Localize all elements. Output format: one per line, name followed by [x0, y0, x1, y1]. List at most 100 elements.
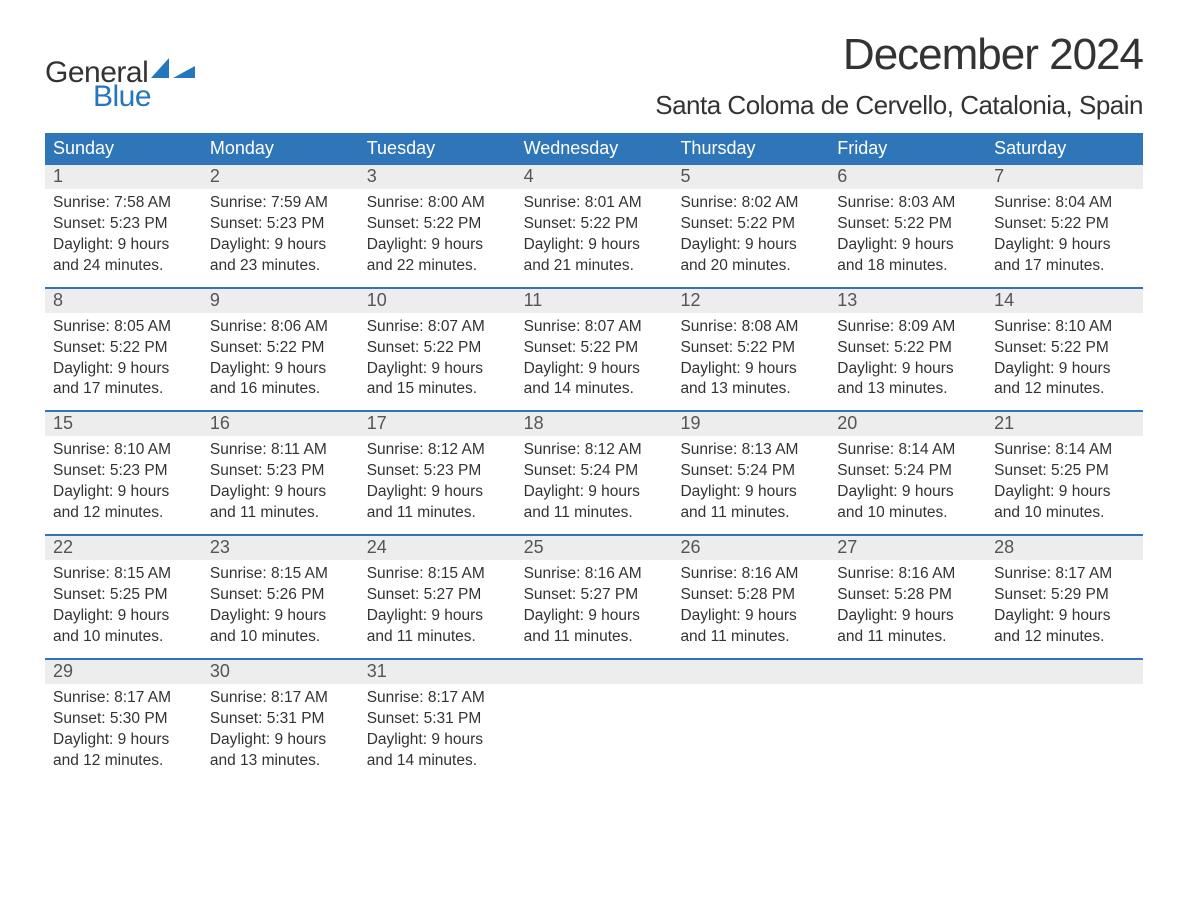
sunset-line: Sunset: 5:22 PM [994, 338, 1135, 359]
sunrise-line: Sunrise: 8:13 AM [680, 440, 821, 461]
sunset-line: Sunset: 5:31 PM [210, 709, 351, 730]
sunrise-line: Sunrise: 8:15 AM [210, 564, 351, 585]
day-body: Sunrise: 8:00 AMSunset: 5:22 PMDaylight:… [359, 189, 516, 287]
sunset-line: Sunset: 5:24 PM [837, 461, 978, 482]
day-number: 18 [516, 412, 673, 436]
day-cell: 29Sunrise: 8:17 AMSunset: 5:30 PMDayligh… [45, 660, 202, 782]
daylight-line-2: and 12 minutes. [994, 627, 1135, 648]
day-cell: 7Sunrise: 8:04 AMSunset: 5:22 PMDaylight… [986, 165, 1143, 287]
daylight-line-1: Daylight: 9 hours [367, 235, 508, 256]
daylight-line-2: and 13 minutes. [837, 379, 978, 400]
day-cell: 26Sunrise: 8:16 AMSunset: 5:28 PMDayligh… [672, 536, 829, 658]
day-header-thu: Thursday [672, 133, 829, 165]
sunset-line: Sunset: 5:29 PM [994, 585, 1135, 606]
day-header-row: Sunday Monday Tuesday Wednesday Thursday… [45, 133, 1143, 165]
day-body: Sunrise: 8:06 AMSunset: 5:22 PMDaylight:… [202, 313, 359, 411]
daylight-line-2: and 14 minutes. [524, 379, 665, 400]
sunset-line: Sunset: 5:22 PM [367, 214, 508, 235]
daylight-line-1: Daylight: 9 hours [524, 482, 665, 503]
sunrise-line: Sunrise: 8:17 AM [367, 688, 508, 709]
sunrise-line: Sunrise: 8:16 AM [837, 564, 978, 585]
sunset-line: Sunset: 5:23 PM [367, 461, 508, 482]
day-body: Sunrise: 8:10 AMSunset: 5:22 PMDaylight:… [986, 313, 1143, 411]
daylight-line-2: and 12 minutes. [994, 379, 1135, 400]
week-row: 1Sunrise: 7:58 AMSunset: 5:23 PMDaylight… [45, 165, 1143, 287]
day-number: 12 [672, 289, 829, 313]
sunrise-line: Sunrise: 8:00 AM [367, 193, 508, 214]
sunrise-line: Sunrise: 8:09 AM [837, 317, 978, 338]
day-number: 21 [986, 412, 1143, 436]
page-header: General Blue December 2024 Santa Coloma … [45, 30, 1143, 121]
daylight-line-2: and 11 minutes. [524, 503, 665, 524]
day-cell: 22 Sunrise: 8:15 AMSunset: 5:25 PMDayligh… [45, 536, 202, 658]
daylight-line-2: and 22 minutes. [367, 256, 508, 277]
day-header-sun: Sunday [45, 133, 202, 165]
daylight-line-2: and 10 minutes. [994, 503, 1135, 524]
sunset-line: Sunset: 5:27 PM [524, 585, 665, 606]
day-body: Sunrise: 8:17 AMSunset: 5:31 PMDaylight:… [359, 684, 516, 782]
day-number: 20 [829, 412, 986, 436]
sunset-line: Sunset: 5:27 PM [367, 585, 508, 606]
week-row: 22Sunrise: 8:15 AMSunset: 5:25 PMDayligh… [45, 534, 1143, 658]
day-number: 3 [359, 165, 516, 189]
day-body: Sunrise: 8:09 AMSunset: 5:22 PMDaylight:… [829, 313, 986, 411]
daylight-line-1: Daylight: 9 hours [837, 482, 978, 503]
daylight-line-1: Daylight: 9 hours [524, 235, 665, 256]
day-body: Sunrise: 8:02 AMSunset: 5:22 PMDaylight:… [672, 189, 829, 287]
daylight-line-1: Daylight: 9 hours [53, 730, 194, 751]
day-cell: 14Sunrise: 8:10 AMSunset: 5:22 PMDayligh… [986, 289, 1143, 411]
sunrise-line: Sunrise: 8:15 AM [53, 564, 194, 585]
day-cell: 12Sunrise: 8:08 AMSunset: 5:22 PMDayligh… [672, 289, 829, 411]
daylight-line-2: and 11 minutes. [837, 627, 978, 648]
sunset-line: Sunset: 5:25 PM [53, 585, 194, 606]
day-cell: 25Sunrise: 8:16 AMSunset: 5:27 PMDayligh… [516, 536, 673, 658]
day-cell: 13Sunrise: 8:09 AMSunset: 5:22 PMDayligh… [829, 289, 986, 411]
sunrise-line: Sunrise: 8:14 AM [994, 440, 1135, 461]
daylight-line-1: Daylight: 9 hours [53, 235, 194, 256]
daylight-line-2: and 17 minutes. [994, 256, 1135, 277]
sunrise-line: Sunrise: 8:04 AM [994, 193, 1135, 214]
day-number: 25 [516, 536, 673, 560]
sunset-line: Sunset: 5:22 PM [994, 214, 1135, 235]
empty-day-num [516, 660, 673, 684]
day-number: 5 [672, 165, 829, 189]
sunrise-line: Sunrise: 8:14 AM [837, 440, 978, 461]
daylight-line-1: Daylight: 9 hours [210, 482, 351, 503]
sunset-line: Sunset: 5:31 PM [367, 709, 508, 730]
day-body: Sunrise: 8:16 AMSunset: 5:28 PMDaylight:… [829, 560, 986, 658]
day-number: 13 [829, 289, 986, 313]
title-block: December 2024 Santa Coloma de Cervello, … [655, 30, 1143, 121]
day-number: 11 [516, 289, 673, 313]
daylight-line-2: and 24 minutes. [53, 256, 194, 277]
empty-day-num [672, 660, 829, 684]
daylight-line-2: and 18 minutes. [837, 256, 978, 277]
day-cell: 28Sunrise: 8:17 AMSunset: 5:29 PMDayligh… [986, 536, 1143, 658]
sail-icon [151, 56, 195, 84]
daylight-line-2: and 11 minutes. [680, 503, 821, 524]
day-number: 30 [202, 660, 359, 684]
sunrise-line: Sunrise: 8:17 AM [210, 688, 351, 709]
sunset-line: Sunset: 5:26 PM [210, 585, 351, 606]
sunrise-line: Sunrise: 8:03 AM [837, 193, 978, 214]
day-number: 22 [45, 536, 202, 560]
sunrise-line: Sunrise: 7:58 AM [53, 193, 194, 214]
sunset-line: Sunset: 5:22 PM [53, 338, 194, 359]
daylight-line-1: Daylight: 9 hours [680, 235, 821, 256]
logo-word-blue: Blue [45, 82, 195, 112]
day-header-fri: Friday [829, 133, 986, 165]
daylight-line-1: Daylight: 9 hours [210, 730, 351, 751]
sunrise-line: Sunrise: 8:11 AM [210, 440, 351, 461]
sunset-line: Sunset: 5:24 PM [524, 461, 665, 482]
day-cell: 6Sunrise: 8:03 AMSunset: 5:22 PMDaylight… [829, 165, 986, 287]
logo: General Blue [45, 30, 195, 112]
day-number: 26 [672, 536, 829, 560]
daylight-line-1: Daylight: 9 hours [837, 235, 978, 256]
sunset-line: Sunset: 5:22 PM [367, 338, 508, 359]
day-cell: 4Sunrise: 8:01 AMSunset: 5:22 PMDaylight… [516, 165, 673, 287]
day-number: 29 [45, 660, 202, 684]
daylight-line-1: Daylight: 9 hours [680, 606, 821, 627]
daylight-line-1: Daylight: 9 hours [994, 482, 1135, 503]
daylight-line-2: and 12 minutes. [53, 503, 194, 524]
daylight-line-1: Daylight: 9 hours [53, 606, 194, 627]
day-number: 31 [359, 660, 516, 684]
